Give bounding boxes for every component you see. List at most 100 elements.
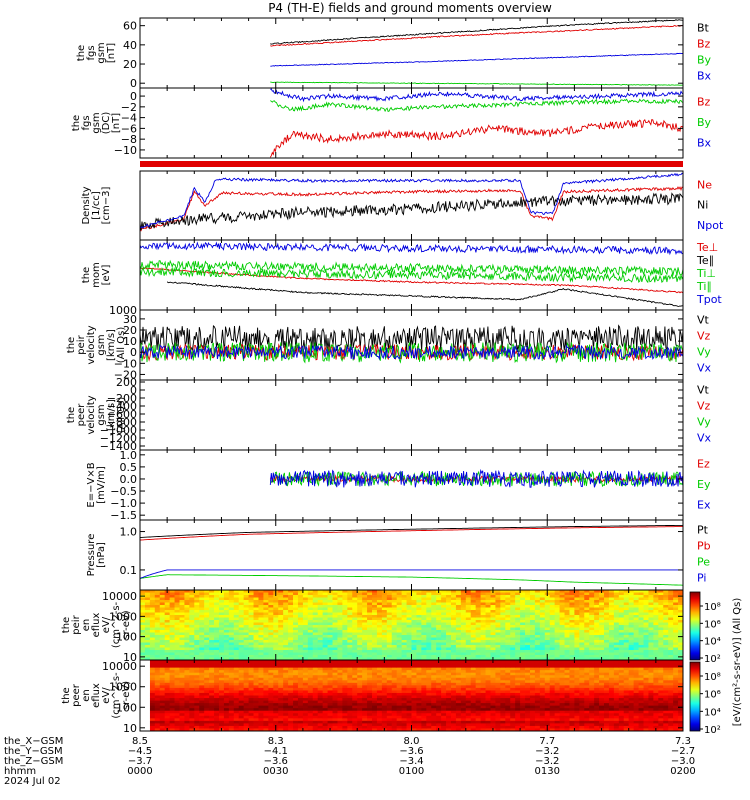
- legend-velocity-peir-2: Vy: [697, 345, 711, 358]
- legend-velocity-peir-0: Vt: [697, 314, 710, 327]
- colorbar-tick-label: 10⁶: [704, 690, 721, 701]
- series-line-fgs-total-0: [270, 19, 683, 45]
- series-line-pressure-0: [140, 524, 683, 538]
- colorbar-label: [eV/(cm²-s-sr-eV)] (All Qs): [732, 598, 743, 727]
- y-axis-label-line: (cm^2-s-: [111, 601, 122, 648]
- panel-peer-eflux: 10000 1000 100 10 the peer en eflux eV/(cm^2-s-s…: [61, 659, 684, 735]
- y-axis-label-line: velocity: [86, 395, 97, 434]
- series-line-density-2: [140, 172, 683, 229]
- series-line-fgs-dsl-0: [269, 118, 683, 158]
- legend-density-0: Ne: [697, 178, 712, 191]
- spectrogram-peer-eflux: [140, 660, 684, 732]
- y-axis-label-line: en: [81, 689, 92, 702]
- legend-efield-2: Ex: [697, 499, 711, 512]
- y-axis-label-line: the: [76, 45, 87, 61]
- peir-colorbar: 10⁸ 10⁶ 10⁴ 10²: [689, 591, 721, 665]
- legend-density-2: Npot: [697, 219, 724, 232]
- y-axis-label-line: gsm: [96, 404, 107, 425]
- x-row-label: hhmm: [4, 766, 36, 777]
- legend-efield-0: Ez: [697, 458, 710, 471]
- y-axis-label: the peir velocity gsm [km/s] (All Qs): [66, 325, 127, 364]
- y-tick-label: 0.0: [120, 473, 138, 486]
- x-tick-label: 0200: [670, 766, 695, 777]
- legend-fgs-total-0: Bt: [697, 22, 710, 35]
- legend-velocity-peer-1: Vz: [697, 399, 711, 412]
- series-line-fgs-total-1: [270, 24, 683, 47]
- x-tick-label: 8.0: [404, 736, 420, 747]
- y-axis-label-line: gsm: [96, 334, 107, 355]
- y-tick-label: 1000: [109, 681, 137, 694]
- y-axis-label-line: sr-eV): [121, 610, 132, 639]
- y-tick-label: −2: [121, 101, 137, 114]
- y-axis-label-line: the: [66, 337, 77, 353]
- x-row-label: the_X−GSM: [4, 736, 63, 747]
- y-tick-label: −0.5: [110, 485, 137, 498]
- y-tick-label: −1000: [100, 424, 137, 437]
- y-axis-label-line: Pressure: [86, 534, 97, 577]
- legend-fgs-total-1: Bz: [697, 37, 711, 50]
- y-tick-label: 1000: [109, 304, 137, 317]
- y-axis-label-line: fgs: [86, 45, 97, 60]
- x-tick-label: −3.4: [399, 756, 423, 767]
- y-axis-label-line: gsm: [91, 112, 102, 133]
- y-tick-label: −20: [114, 368, 137, 381]
- colorbar-tick-label: 10⁸: [704, 602, 721, 613]
- y-axis-label-line: the: [81, 267, 92, 283]
- y-axis-label-line: Density: [81, 186, 92, 224]
- series-line-temperature-4: [140, 241, 683, 256]
- legend-velocity-peer-0: Vt: [697, 384, 710, 397]
- series-line-temperature-2: [140, 259, 683, 277]
- y-tick-label: −1200: [100, 432, 137, 445]
- legend-velocity-peir-1: Vz: [697, 329, 711, 342]
- series-line-density-1: [140, 192, 683, 231]
- y-tick-label: −400: [107, 400, 137, 413]
- x-tick-label: −4.5: [128, 746, 152, 757]
- y-axis-label-line: peir: [71, 614, 82, 634]
- legend-pressure-0: Pt: [697, 524, 709, 537]
- y-tick-label: −10: [114, 357, 137, 370]
- y-tick-label: 60: [123, 20, 137, 33]
- y-tick-label: 40: [123, 39, 137, 52]
- x-tick-label: 0100: [399, 766, 424, 777]
- x-tick-label: 7.7: [539, 736, 555, 747]
- y-axis-label: the peir en eflux eV/(cm^2-s-sr-eV): [61, 601, 132, 648]
- y-axis-label-line: eV/: [101, 687, 112, 704]
- y-axis-label-line: (DC): [101, 112, 112, 135]
- y-tick-label: 10: [123, 722, 137, 735]
- legend-temperature-4: Tpot: [696, 293, 722, 306]
- x-tick-label: 0130: [535, 766, 560, 777]
- series-line-velocity-peir-3: [140, 344, 683, 361]
- series-line-fgs-dsl-2: [270, 88, 683, 103]
- y-axis-label: the mom [eV]: [81, 262, 112, 288]
- y-tick-label: 10: [123, 651, 137, 664]
- y-tick-label: −600: [107, 408, 137, 421]
- y-axis-label-line: eflux: [91, 683, 102, 708]
- y-axis-label-line: [nPa]: [96, 542, 107, 568]
- separator-bar: [140, 161, 683, 167]
- legend-fgs-dsl-0: Bz: [697, 96, 711, 109]
- y-axis-label-line: velocity: [86, 325, 97, 364]
- series-line-temperature-0: [140, 267, 683, 294]
- legend-temperature-2: Ti⊥: [696, 267, 716, 280]
- x-tick-label: −2.7: [671, 746, 695, 757]
- series-line-fgs-total-2: [270, 81, 683, 86]
- y-axis-label-line: [km/s]: [106, 329, 117, 361]
- y-tick-label: 0.1: [120, 564, 138, 577]
- colorbar-tick-label: 10⁴: [704, 637, 721, 648]
- legend-pressure-1: Pb: [697, 539, 711, 552]
- y-tick-label: 100: [116, 631, 137, 644]
- colorbar-tick-label: 10⁶: [704, 619, 721, 630]
- legend-temperature-1: Te∥: [696, 254, 714, 267]
- colorbar-tick-label: 10²: [704, 654, 721, 665]
- y-tick-label: 0: [130, 384, 137, 397]
- panel-fgs-dsl: 0−2−4−6−8−10 the fgs gsm (DC) [nT] Bz By Bx: [71, 87, 712, 159]
- y-axis-label-line: (All Qs): [116, 397, 127, 434]
- legend-pressure-2: Pe: [697, 555, 710, 568]
- series-line-temperature-1: [166, 281, 683, 307]
- y-tick-label: 20: [123, 324, 137, 337]
- y-tick-label: −1400: [100, 440, 137, 453]
- x-tick-label: 0000: [127, 766, 152, 777]
